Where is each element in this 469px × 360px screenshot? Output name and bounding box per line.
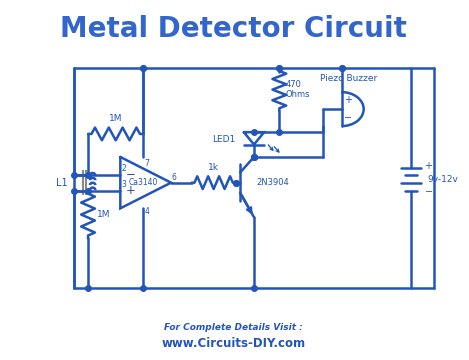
Text: 4: 4	[144, 207, 149, 216]
Text: 9v-12v: 9v-12v	[428, 175, 459, 184]
Text: −: −	[126, 168, 136, 181]
Text: L1: L1	[56, 177, 68, 188]
Text: +: +	[344, 95, 352, 105]
Text: 6: 6	[172, 172, 177, 181]
Text: For Complete Details Visit :: For Complete Details Visit :	[164, 323, 303, 332]
Text: 1M: 1M	[97, 210, 111, 219]
Text: 1M: 1M	[109, 114, 122, 123]
Text: Piezo Buzzer: Piezo Buzzer	[319, 74, 377, 83]
Text: 7: 7	[144, 159, 149, 168]
Text: 3: 3	[121, 180, 126, 189]
Text: 2: 2	[121, 164, 126, 173]
Text: 470
Ohms: 470 Ohms	[285, 80, 310, 99]
Text: www.Circuits-DIY.com: www.Circuits-DIY.com	[161, 337, 305, 350]
Text: −: −	[424, 187, 432, 197]
Text: +: +	[424, 161, 432, 171]
Text: −: −	[344, 113, 352, 123]
Text: +: +	[126, 184, 136, 197]
Text: 1k: 1k	[208, 163, 219, 172]
Text: LED1: LED1	[212, 135, 235, 144]
Text: Metal Detector Circuit: Metal Detector Circuit	[60, 15, 407, 43]
Text: Ca3140: Ca3140	[129, 178, 158, 187]
Text: 2N3904: 2N3904	[256, 178, 289, 187]
